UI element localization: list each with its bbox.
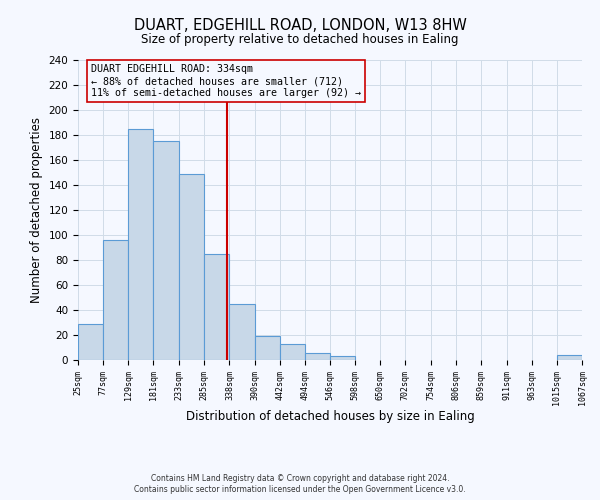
Bar: [557, 355, 582, 360]
Text: Size of property relative to detached houses in Ealing: Size of property relative to detached ho…: [141, 32, 459, 46]
Text: Contains HM Land Registry data © Crown copyright and database right 2024.
Contai: Contains HM Land Registry data © Crown c…: [134, 474, 466, 494]
Bar: [128, 128, 154, 360]
X-axis label: Distribution of detached houses by size in Ealing: Distribution of detached houses by size …: [185, 410, 475, 424]
Bar: [254, 336, 280, 360]
Bar: [280, 344, 305, 360]
Bar: [330, 356, 355, 360]
Y-axis label: Number of detached properties: Number of detached properties: [30, 117, 43, 303]
Bar: [103, 240, 128, 360]
Text: DUART, EDGEHILL ROAD, LONDON, W13 8HW: DUART, EDGEHILL ROAD, LONDON, W13 8HW: [134, 18, 466, 32]
Bar: [305, 352, 330, 360]
Bar: [229, 304, 254, 360]
Bar: [154, 141, 179, 360]
Text: DUART EDGEHILL ROAD: 334sqm
← 88% of detached houses are smaller (712)
11% of se: DUART EDGEHILL ROAD: 334sqm ← 88% of det…: [91, 64, 361, 98]
Bar: [78, 324, 103, 360]
Bar: [179, 174, 204, 360]
Bar: [204, 254, 229, 360]
